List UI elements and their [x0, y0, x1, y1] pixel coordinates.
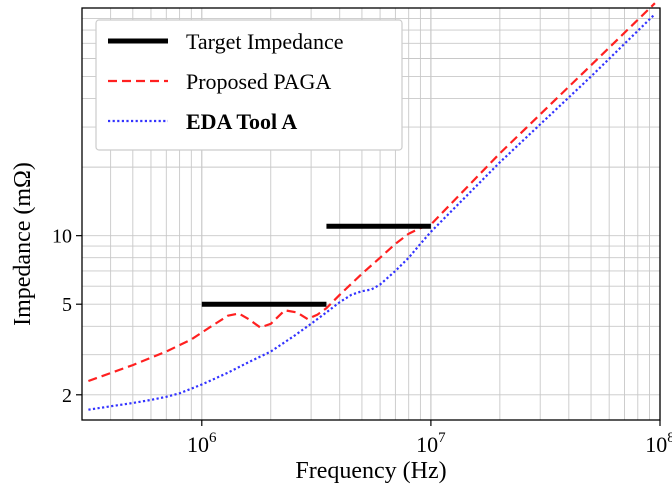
y-tick-label: 10	[52, 226, 72, 248]
series-layer	[88, 2, 656, 411]
legend-box	[95, 19, 403, 151]
legend: Target Impedance Proposed PAGA EDA Tool A	[95, 19, 403, 151]
y-tick-label: 5	[62, 294, 72, 316]
y-tick-label: 2	[62, 385, 72, 407]
y-axis-label: Impedance (mΩ)	[10, 162, 36, 326]
legend-label: EDA Tool A	[186, 109, 297, 134]
axis-ticks: 106 107 108 2 5 10	[52, 226, 672, 457]
x-tick-label: 108	[645, 430, 672, 457]
x-axis-label: Frequency (Hz)	[295, 458, 446, 484]
x-tick-label: 106	[187, 430, 217, 457]
plot-frame	[81, 7, 661, 421]
legend-label: Target Impedance	[186, 29, 343, 54]
eda-tool-a-line	[88, 13, 656, 411]
x-tick-label: 107	[416, 430, 446, 457]
legend-label: Proposed PAGA	[186, 69, 331, 94]
